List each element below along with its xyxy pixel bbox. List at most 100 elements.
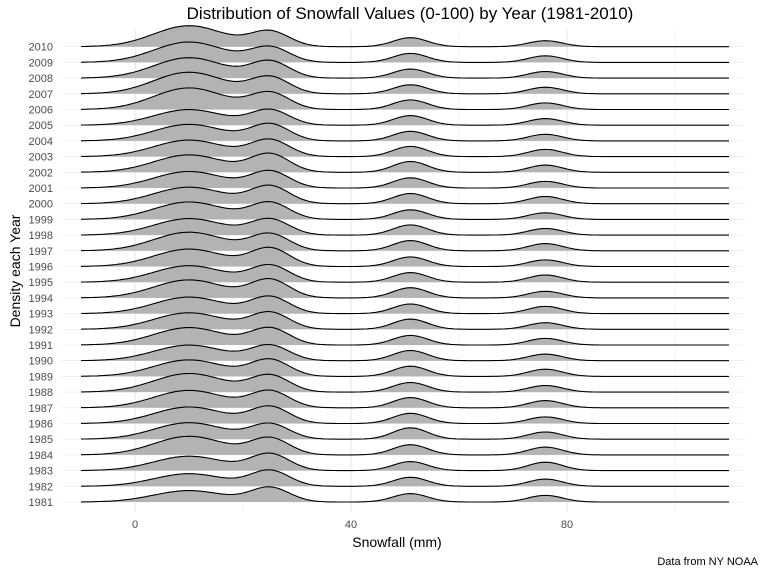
- ridge-fill: [81, 344, 729, 361]
- ridge-2003: [80, 138, 729, 158]
- ridge-line: [81, 201, 729, 220]
- ridge-1993: [80, 295, 729, 315]
- y-tick-label: 2003: [29, 152, 53, 164]
- y-tick-label: 1990: [29, 356, 53, 368]
- ridge-line: [81, 389, 729, 409]
- ridge-fill: [81, 42, 729, 63]
- ridge-line: [80, 311, 729, 330]
- ridge-fill: [81, 373, 729, 393]
- y-tick-label: 1988: [29, 387, 53, 399]
- y-tick-label: 1986: [29, 419, 53, 431]
- ridges: [80, 25, 729, 503]
- ridge-2006: [81, 87, 729, 111]
- ridge-fill: [81, 358, 729, 377]
- ridge-line: [81, 41, 729, 63]
- y-tick-label: 1983: [29, 466, 53, 478]
- ridge-1989: [80, 358, 729, 377]
- y-tick-label: 2008: [29, 73, 53, 85]
- ridge-line: [80, 138, 729, 158]
- ridge-fill: [81, 87, 729, 110]
- ridge-line: [80, 343, 729, 362]
- y-tick-label: 2007: [29, 89, 53, 101]
- ridge-2002: [81, 152, 729, 173]
- ridge-1991: [81, 326, 729, 346]
- ridge-fill: [81, 72, 729, 94]
- ridge-line: [81, 231, 729, 252]
- x-tick-label: 40: [345, 519, 357, 531]
- ridge-1999: [81, 201, 729, 220]
- y-tick-label: 1989: [29, 371, 53, 383]
- y-tick-labels: 1981 1982 1983 1984 1985 1986 1987 1988 1989 1990…: [29, 42, 53, 509]
- x-tick-label: 0: [132, 519, 138, 531]
- ridge-fill: [81, 218, 729, 236]
- y-tick-label: 1987: [29, 403, 53, 415]
- ridge-2007: [81, 71, 729, 95]
- x-axis-label: Snowfall (mm): [352, 534, 442, 550]
- y-tick-label: 1984: [29, 450, 53, 462]
- ridge-1992: [80, 311, 729, 330]
- ridge-line: [80, 422, 729, 440]
- x-tick-label: 80: [561, 519, 573, 531]
- ridge-2001: [80, 169, 729, 189]
- ridge-line: [81, 469, 729, 487]
- ridge-line: [81, 71, 729, 95]
- ridge-1998: [80, 217, 729, 236]
- y-tick-label: 1994: [29, 293, 53, 305]
- y-tick-label: 2002: [29, 167, 53, 179]
- y-tick-label: 2004: [29, 136, 53, 148]
- y-tick-label: 1991: [29, 340, 53, 352]
- ridge-1987: [81, 389, 729, 409]
- y-tick-label: 2005: [29, 120, 53, 132]
- ridge-1984: [81, 435, 729, 456]
- ridge-1982: [81, 469, 729, 487]
- y-tick-label: 2009: [29, 57, 53, 69]
- chart-caption: Data from NY NOAA: [657, 556, 758, 568]
- ridge-fill: [81, 453, 729, 471]
- ridge-line: [81, 152, 729, 173]
- y-tick-label: 1992: [29, 324, 53, 336]
- ridge-2004: [80, 122, 729, 142]
- ridge-1988: [81, 372, 729, 393]
- ridge-line: [80, 405, 729, 425]
- ridge-2010: [81, 25, 729, 48]
- ridge-1985: [80, 422, 729, 440]
- ridge-1994: [81, 278, 729, 299]
- y-tick-label: 1985: [29, 434, 53, 446]
- y-tick-label: 1981: [29, 497, 53, 509]
- y-axis-label: Density each Year: [7, 214, 23, 328]
- ridge-1990: [80, 343, 729, 362]
- ridge-fill: [81, 57, 729, 79]
- ridge-fill: [81, 25, 729, 47]
- ridge-fill: [81, 153, 729, 173]
- chart-title: Distribution of Snowfall Values (0-100) …: [186, 4, 634, 23]
- ridge-2009: [81, 41, 729, 63]
- ridge-1996: [81, 246, 729, 268]
- ridge-line: [81, 486, 729, 503]
- ridge-line: [80, 358, 729, 377]
- y-tick-label: 1982: [29, 481, 53, 493]
- ridge-1983: [80, 452, 729, 472]
- ridge-line: [80, 452, 729, 472]
- ridge-line: [80, 169, 729, 189]
- ridge-2005: [80, 108, 729, 126]
- ridge-line: [81, 326, 729, 346]
- ridge-line: [81, 87, 729, 111]
- ridge-line: [80, 217, 729, 236]
- ridge-line: [80, 122, 729, 142]
- ridge-fill: [81, 109, 729, 126]
- y-tick-label: 1997: [29, 246, 53, 258]
- ridge-line: [81, 372, 729, 393]
- y-tick-label: 2006: [29, 105, 53, 117]
- ridge-line: [81, 25, 729, 48]
- ridge-fill: [81, 170, 729, 188]
- ridge-2008: [81, 57, 729, 79]
- y-tick-label: 2001: [29, 183, 53, 195]
- ridge-fill: [81, 422, 729, 440]
- y-tick-label: 2010: [29, 42, 53, 54]
- ridge-line: [80, 108, 729, 126]
- ridge-2000: [80, 184, 729, 205]
- ridge-1997: [81, 231, 729, 252]
- x-tick-labels: 0 40 80: [132, 519, 573, 531]
- ridge-line: [81, 278, 729, 299]
